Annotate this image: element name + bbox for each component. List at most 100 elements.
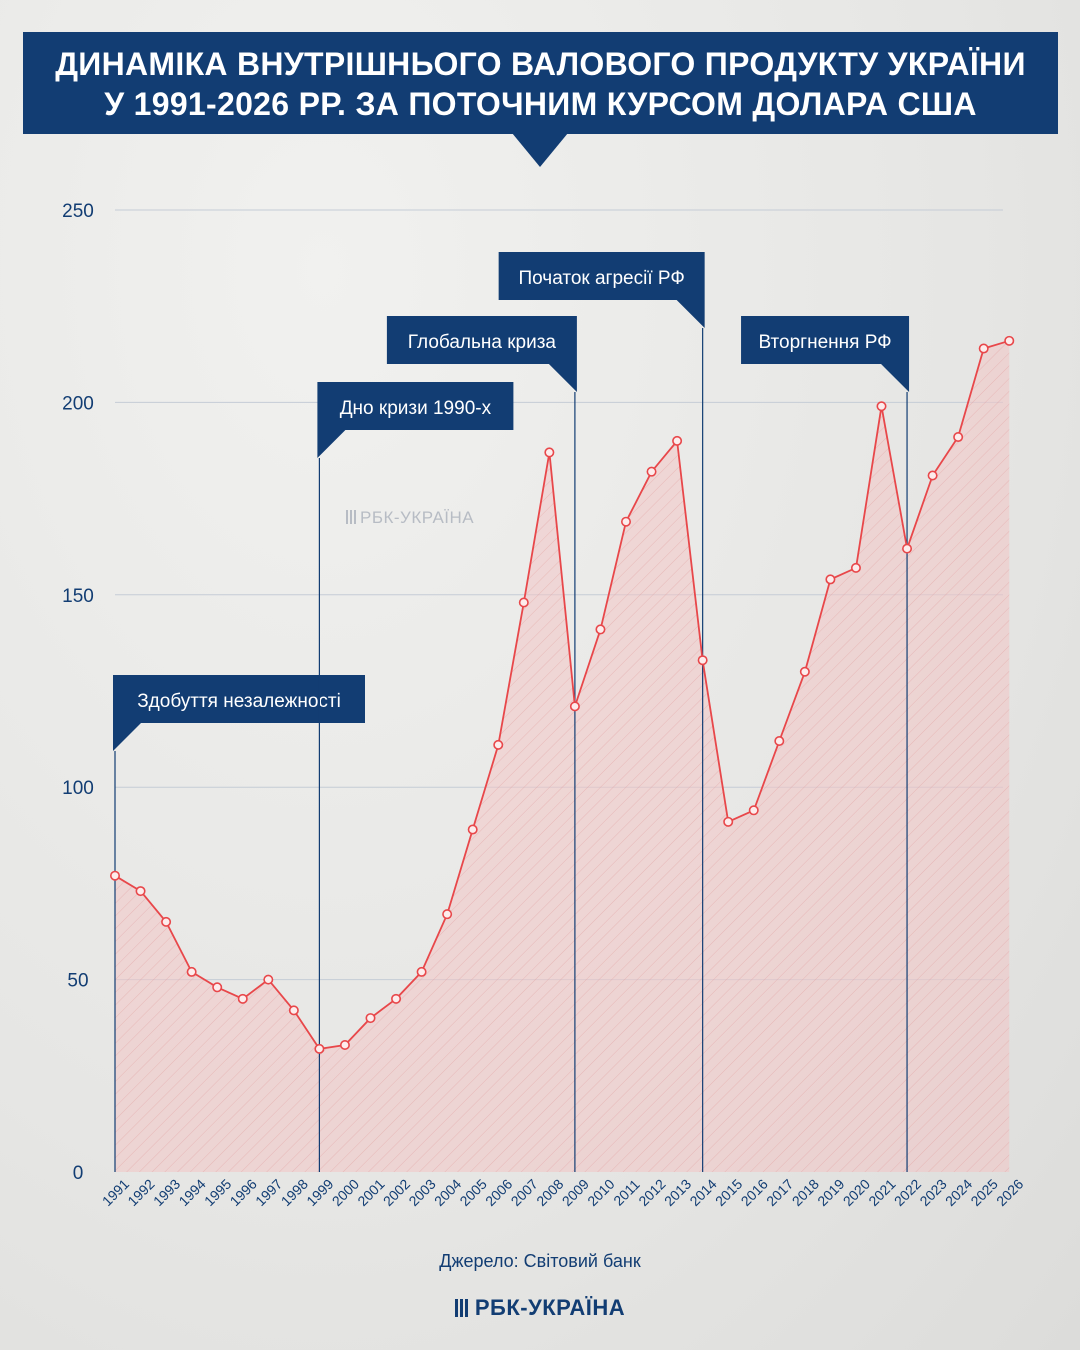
x-tick-label: 2010 bbox=[584, 1176, 617, 1209]
data-point bbox=[595, 624, 606, 635]
annotation-box bbox=[317, 382, 514, 458]
x-tick-label: 2008 bbox=[533, 1176, 566, 1209]
y-tick-label: 250 bbox=[62, 201, 94, 222]
title-line-2: У 1991-2026 РР. ЗА ПОТОЧНИМ КУРСОМ ДОЛАР… bbox=[104, 86, 977, 122]
data-point bbox=[748, 805, 759, 816]
gdp-chart: 0 50 100 150 200 250 Здобуття незалежності Дно… bbox=[62, 201, 1026, 1209]
data-point bbox=[288, 1005, 299, 1016]
x-tick-label: 2001 bbox=[354, 1176, 387, 1209]
y-tick-label: 0 bbox=[73, 1163, 84, 1184]
x-tick-label: 1996 bbox=[227, 1176, 260, 1209]
x-tick-label: 2004 bbox=[431, 1176, 464, 1209]
watermark-text: РБК-УКРАЇНА bbox=[360, 508, 475, 527]
x-tick-label: 2006 bbox=[482, 1176, 515, 1209]
x-tick-label: 2026 bbox=[993, 1176, 1026, 1209]
data-point bbox=[620, 516, 631, 527]
x-tick-label: 2015 bbox=[712, 1176, 745, 1209]
x-tick-label: 1992 bbox=[124, 1176, 157, 1209]
data-point bbox=[212, 982, 223, 993]
data-point bbox=[876, 401, 887, 412]
x-tick-label: 1998 bbox=[278, 1176, 311, 1209]
x-tick-label: 1995 bbox=[201, 1176, 234, 1209]
annotation-box bbox=[498, 252, 705, 328]
data-point bbox=[135, 886, 146, 897]
x-tick-label: 2009 bbox=[559, 1176, 592, 1209]
data-point bbox=[774, 736, 785, 747]
x-tick-label: 2019 bbox=[814, 1176, 847, 1209]
watermark: РБК-УКРАЇНА bbox=[346, 508, 474, 528]
data-point bbox=[493, 739, 504, 750]
x-tick-label: 2024 bbox=[942, 1176, 975, 1209]
x-tick-label: 2014 bbox=[686, 1176, 719, 1209]
data-point bbox=[314, 1043, 325, 1054]
annotation-box bbox=[113, 675, 365, 751]
y-tick-label: 100 bbox=[62, 778, 94, 799]
annotation-label: Початок агресії РФ bbox=[518, 268, 684, 289]
data-point bbox=[569, 701, 580, 712]
data-point bbox=[544, 447, 555, 458]
annotation-label: Глобальна криза bbox=[408, 332, 557, 353]
x-tick-label: 2025 bbox=[967, 1176, 1000, 1209]
brand-logo: РБК-УКРАЇНА bbox=[0, 1295, 1080, 1321]
data-point bbox=[1004, 335, 1015, 346]
x-tick-label: 2021 bbox=[865, 1176, 898, 1209]
data-point bbox=[263, 974, 274, 985]
data-point bbox=[365, 1013, 376, 1024]
x-tick-label: 2017 bbox=[763, 1176, 796, 1209]
x-tick-label: 2022 bbox=[891, 1176, 924, 1209]
data-point bbox=[978, 343, 989, 354]
x-tick-label: 2020 bbox=[840, 1176, 873, 1209]
logo-text: РБК-УКРАЇНА bbox=[474, 1295, 626, 1320]
data-point bbox=[646, 466, 657, 477]
data-point bbox=[902, 543, 913, 554]
y-tick-label: 50 bbox=[67, 971, 88, 992]
data-point bbox=[339, 1040, 350, 1051]
annotation-label: Здобуття незалежності bbox=[137, 691, 341, 712]
x-tick-label: 2023 bbox=[916, 1176, 949, 1209]
data-point bbox=[110, 870, 121, 881]
data-point bbox=[518, 597, 529, 608]
source-note: Джерело: Світовий банк bbox=[439, 1251, 641, 1271]
data-point bbox=[467, 824, 478, 835]
title-pointer bbox=[512, 133, 568, 167]
x-tick-label: 2003 bbox=[405, 1176, 438, 1209]
y-tick-label: 150 bbox=[62, 586, 94, 607]
data-point bbox=[416, 966, 427, 977]
annotation-label: Дно кризи 1990-х bbox=[340, 398, 492, 419]
x-tick-label: 1991 bbox=[99, 1176, 132, 1209]
data-point bbox=[391, 993, 402, 1004]
x-tick-label: 1994 bbox=[175, 1176, 208, 1209]
data-point bbox=[927, 470, 938, 481]
data-point bbox=[237, 993, 248, 1004]
annotation-label: Вторгнення РФ bbox=[758, 332, 891, 353]
series-line bbox=[114, 339, 1010, 1050]
annotation-box bbox=[386, 316, 577, 392]
x-tick-label: 2007 bbox=[508, 1176, 541, 1209]
title-line-1: ДИНАМІКА ВНУТРІШНЬОГО ВАЛОВОГО ПРОДУКТУ … bbox=[55, 46, 1026, 82]
data-point bbox=[442, 909, 453, 920]
y-tick-label: 200 bbox=[62, 393, 94, 414]
logo-mark-icon bbox=[346, 510, 356, 524]
data-point bbox=[723, 816, 734, 827]
x-tick-label: 1999 bbox=[303, 1176, 336, 1209]
x-tick-label: 2000 bbox=[329, 1176, 362, 1209]
x-tick-label: 2016 bbox=[738, 1176, 771, 1209]
data-point bbox=[697, 655, 708, 666]
logo-mark-icon bbox=[454, 1299, 469, 1317]
x-tick-label: 2013 bbox=[661, 1176, 694, 1209]
data-point bbox=[825, 574, 836, 585]
data-point bbox=[850, 562, 861, 573]
x-tick-label: 2005 bbox=[456, 1176, 489, 1209]
x-tick-label: 1997 bbox=[252, 1176, 285, 1209]
chart-title: ДИНАМІКА ВНУТРІШНЬОГО ВАЛОВОГО ПРОДУКТУ … bbox=[23, 32, 1058, 134]
data-point bbox=[953, 432, 964, 443]
data-point bbox=[799, 666, 810, 677]
x-tick-label: 2012 bbox=[635, 1176, 668, 1209]
x-tick-label: 2002 bbox=[380, 1176, 413, 1209]
area-fill bbox=[115, 340, 1010, 1172]
data-point bbox=[161, 916, 172, 927]
data-point bbox=[186, 966, 197, 977]
x-tick-label: 2018 bbox=[789, 1176, 822, 1209]
annotation-box bbox=[741, 316, 910, 392]
x-tick-label: 2011 bbox=[610, 1176, 643, 1209]
